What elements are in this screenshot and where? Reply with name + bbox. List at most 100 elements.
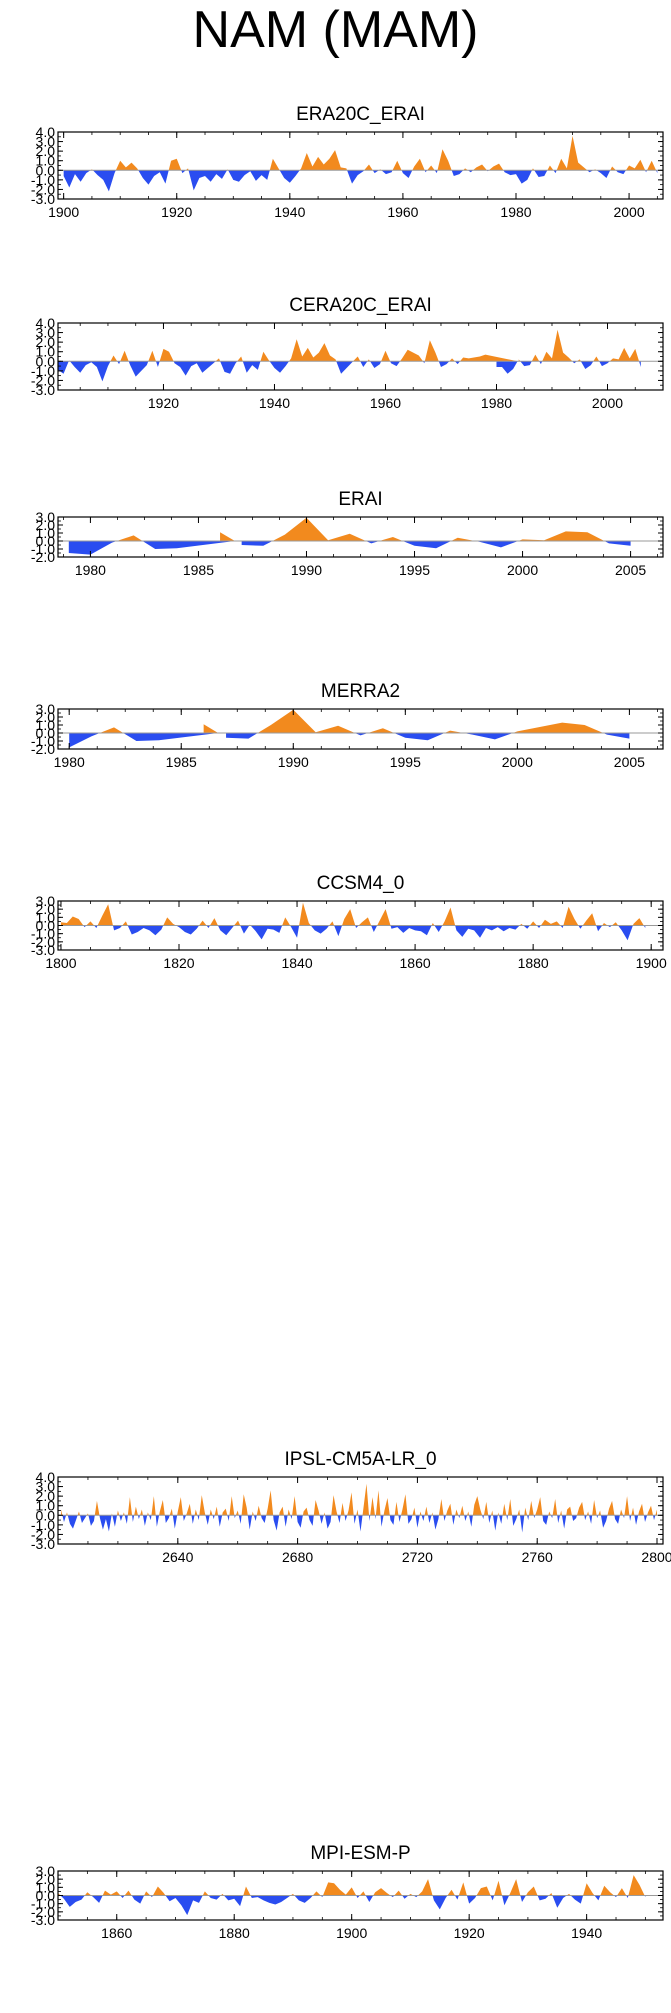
y-tick-label: 2.0 (36, 143, 56, 159)
x-tick-label: 1920 (161, 204, 192, 220)
y-tick-label: 0.0 (36, 725, 56, 741)
y-tick-label: 3.0 (36, 134, 56, 150)
positive-area (116, 517, 605, 541)
x-tick-label: 2720 (402, 1549, 433, 1565)
y-tick-label: -2.0 (31, 934, 55, 950)
x-tick-label: 1940 (259, 395, 290, 411)
x-tick-label: 2000 (613, 204, 644, 220)
x-tick-label: 1900 (336, 1925, 367, 1941)
panel-title: MERRA2 (321, 681, 400, 702)
y-tick-label: -2.0 (31, 1526, 55, 1542)
panel-title: ERA20C_ERAI (296, 104, 425, 125)
x-tick-label: 1840 (281, 955, 312, 971)
plot-frame (57, 1476, 664, 1545)
chart-era20c-erai: ERA20C_ERAI4.03.02.01.00.0-1.0-2.0-3.019… (31, 104, 664, 220)
x-tick-label: 1980 (481, 395, 512, 411)
y-tick-label: -1.0 (31, 733, 55, 749)
y-tick-label: -3.0 (31, 191, 55, 207)
positive-area (99, 709, 604, 733)
x-tick-label: 1980 (500, 204, 531, 220)
y-tick-label: 0.0 (36, 162, 56, 178)
y-tick-label: -1.0 (31, 172, 55, 188)
x-tick-label: 1985 (183, 562, 214, 578)
x-tick-label: 1940 (571, 1925, 602, 1941)
x-tick-label: 1900 (636, 955, 667, 971)
x-tick-label: 1820 (163, 955, 194, 971)
chart-cera20c-erai: CERA20C_ERAI 4.03.02.01.00.0-1.0-2.0-3.0 1… (31, 295, 664, 411)
y-tick-label: 4.0 (36, 124, 56, 140)
x-tick-label: 1980 (75, 562, 106, 578)
y-tick-label: 3.0 (36, 325, 56, 341)
y-tick-label: -1.0 (31, 1517, 55, 1533)
y-tick-label: 1.0 (36, 344, 56, 360)
y-tick-label: -1.0 (31, 363, 55, 379)
x-tick-label: 2000 (592, 395, 623, 411)
x-tick-label: 1990 (291, 562, 322, 578)
x-tick-label: 2640 (162, 1549, 193, 1565)
panel-title: ERAI (338, 489, 382, 510)
chart-mpi-esm-p: MPI-ESM-P 3.02.01.00.0-1.0-2.0-3.0 1860 188… (31, 1843, 664, 1941)
plot-frame (57, 322, 664, 391)
y-tick-label: 2.0 (36, 334, 56, 350)
negative-area (58, 361, 641, 382)
y-tick-label: 0.0 (36, 1888, 56, 1904)
y-tick-label: 2.0 (36, 709, 56, 725)
x-tick-label: 2680 (282, 1549, 313, 1565)
x-tick-label: 2000 (502, 754, 533, 770)
y-tick-label: 3.0 (36, 509, 56, 525)
chart-erai: ERAI 3.02.01.00.0-1.0-2.0 1980 1985 1990 1995… (31, 489, 664, 578)
x-tick-label: 1940 (274, 204, 305, 220)
x-tick-label: 1860 (101, 1925, 132, 1941)
y-tick-label: 3.0 (36, 1479, 56, 1495)
y-tick-label: -2.0 (31, 1904, 55, 1920)
negative-area (63, 170, 658, 192)
y-tick-label: -3.0 (31, 1536, 55, 1552)
y-tick-label: 0.0 (36, 353, 56, 369)
y-tick-label: 1.0 (36, 525, 56, 541)
y-tick-label: 3.0 (36, 701, 56, 717)
x-tick-label: 1860 (400, 955, 431, 971)
y-tick-label: 3.0 (36, 1863, 56, 1879)
y-tick-label: 1.0 (36, 1498, 56, 1514)
page-title: NAM (MAM) (192, 1, 479, 59)
y-tick-label: 2.0 (36, 1871, 56, 1887)
y-tick-label: -2.0 (31, 181, 55, 197)
y-tick-label: 4.0 (36, 315, 56, 331)
panel-title: CCSM4_0 (317, 873, 405, 894)
x-tick-label: 1990 (278, 754, 309, 770)
y-tick-label: 1.0 (36, 717, 56, 733)
negative-area (83, 925, 646, 941)
positive-area (58, 1875, 645, 1896)
y-tick-label: 0.0 (36, 1507, 56, 1523)
x-tick-label: 1995 (390, 754, 421, 770)
y-tick-label: 2.0 (36, 517, 56, 533)
y-tick-label: 4.0 (36, 1469, 56, 1485)
y-tick-label: 2.0 (36, 901, 56, 917)
x-tick-label: 2760 (522, 1549, 553, 1565)
x-tick-label: 1960 (370, 395, 401, 411)
x-tick-label: 1880 (219, 1925, 250, 1941)
x-tick-label: 1985 (166, 754, 197, 770)
x-tick-label: 1900 (48, 204, 79, 220)
positive-area (60, 902, 644, 926)
y-tick-label: -1.0 (31, 926, 55, 942)
y-tick-label: 2.0 (36, 1488, 56, 1504)
x-tick-label: 2005 (615, 562, 646, 578)
panel-title: MPI-ESM-P (310, 1843, 410, 1864)
negative-area (69, 733, 630, 748)
y-tick-label: -3.0 (31, 942, 55, 958)
y-tick-label: -3.0 (31, 1912, 55, 1928)
x-tick-label: 2005 (614, 754, 645, 770)
x-tick-label: 1920 (148, 395, 179, 411)
y-tick-label: 1.0 (36, 909, 56, 925)
y-tick-label: -2.0 (31, 372, 55, 388)
x-tick-label: 1995 (399, 562, 430, 578)
x-tick-label: 1960 (387, 204, 418, 220)
x-tick-label: 1880 (518, 955, 549, 971)
y-tick-label: 1.0 (36, 153, 56, 169)
x-tick-label: 1980 (54, 754, 85, 770)
x-tick-label: 2000 (507, 562, 538, 578)
chart-ipsl-cm5a-lr-0: IPSL-CM5A-LR_0 4.03.02.01.00.0-1.0-2.0-3.… (31, 1449, 671, 1565)
